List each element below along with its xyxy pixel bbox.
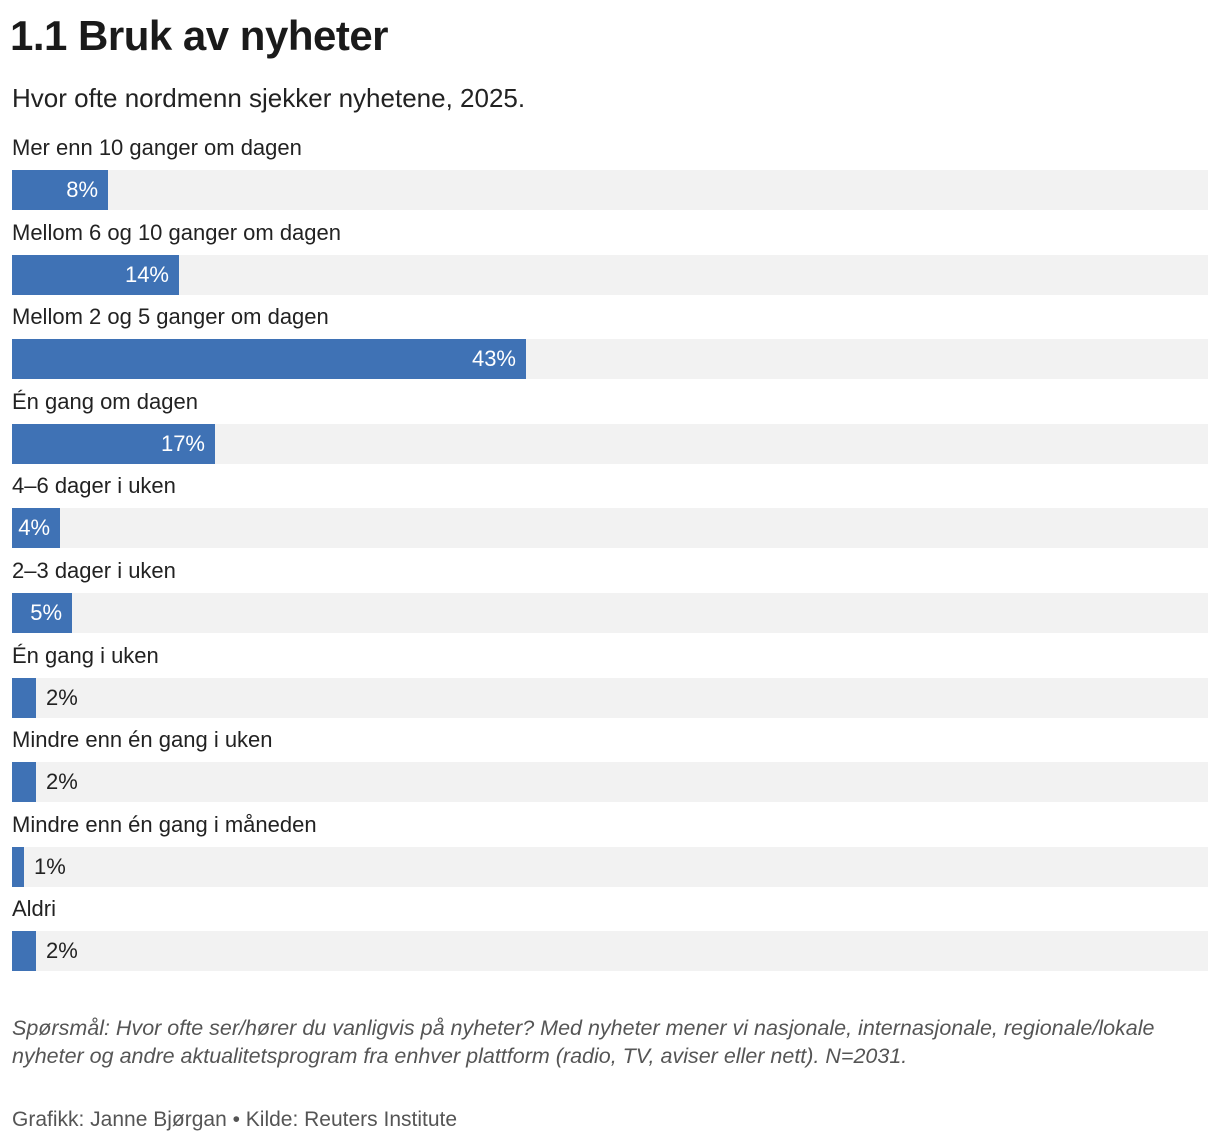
bar-chart: Mer enn 10 ganger om dagen 8% Mellom 6 og … <box>12 135 1208 972</box>
category-label: Mindre enn én gang i uken <box>12 727 273 753</box>
value-label: 14% <box>124 261 169 287</box>
chart-subtitle: Hvor ofte nordmenn sjekker nyhetene, 202… <box>12 83 526 113</box>
bar <box>12 762 36 803</box>
bar <box>12 846 24 887</box>
category-label: Mer enn 10 ganger om dagen <box>12 135 302 160</box>
category-label: 2–3 dager i uken <box>12 558 176 583</box>
category-label: Én gang i uken <box>12 642 159 668</box>
bar-track <box>12 762 1208 803</box>
bar <box>12 508 60 549</box>
category-label: Mellom 2 og 5 ganger om dagen <box>12 304 329 330</box>
bar-track <box>12 254 1208 295</box>
bar <box>12 339 526 380</box>
value-label: 5% <box>30 600 62 625</box>
category-label: Én gang om dagen <box>12 388 198 414</box>
bar-track <box>12 170 1208 210</box>
value-label: 1% <box>34 853 66 879</box>
value-label: 8% <box>66 177 98 202</box>
value-label: 2% <box>46 938 78 964</box>
bar <box>12 931 36 972</box>
bar <box>12 677 36 718</box>
bar-track <box>12 931 1208 972</box>
category-label: Mellom 6 og 10 ganger om dagen <box>12 219 341 245</box>
value-label: 17% <box>160 430 205 456</box>
value-label: 43% <box>471 346 516 372</box>
value-label: 2% <box>46 684 78 710</box>
chart-title: 1.1 Bruk av nyheter <box>10 12 389 59</box>
value-label: 2% <box>46 769 78 795</box>
bar <box>12 593 72 633</box>
bar-track <box>12 593 1208 633</box>
category-label: Aldri <box>12 896 57 922</box>
value-label: 4% <box>18 515 50 541</box>
source-credit: Grafikk: Janne Bjørgan • Kilde: Reuters … <box>12 1108 458 1131</box>
footnote: Spørsmål: Hvor ofte ser/hører du vanligv… <box>12 1016 1155 1068</box>
bar <box>12 423 215 464</box>
category-label: Mindre enn én gang i måneden <box>12 811 317 837</box>
bar-track <box>12 508 1208 549</box>
bar-track <box>12 677 1208 718</box>
category-label: 4–6 dager i uken <box>12 473 176 499</box>
bar <box>12 170 108 210</box>
bar <box>12 254 179 295</box>
bar-track <box>12 846 1208 887</box>
